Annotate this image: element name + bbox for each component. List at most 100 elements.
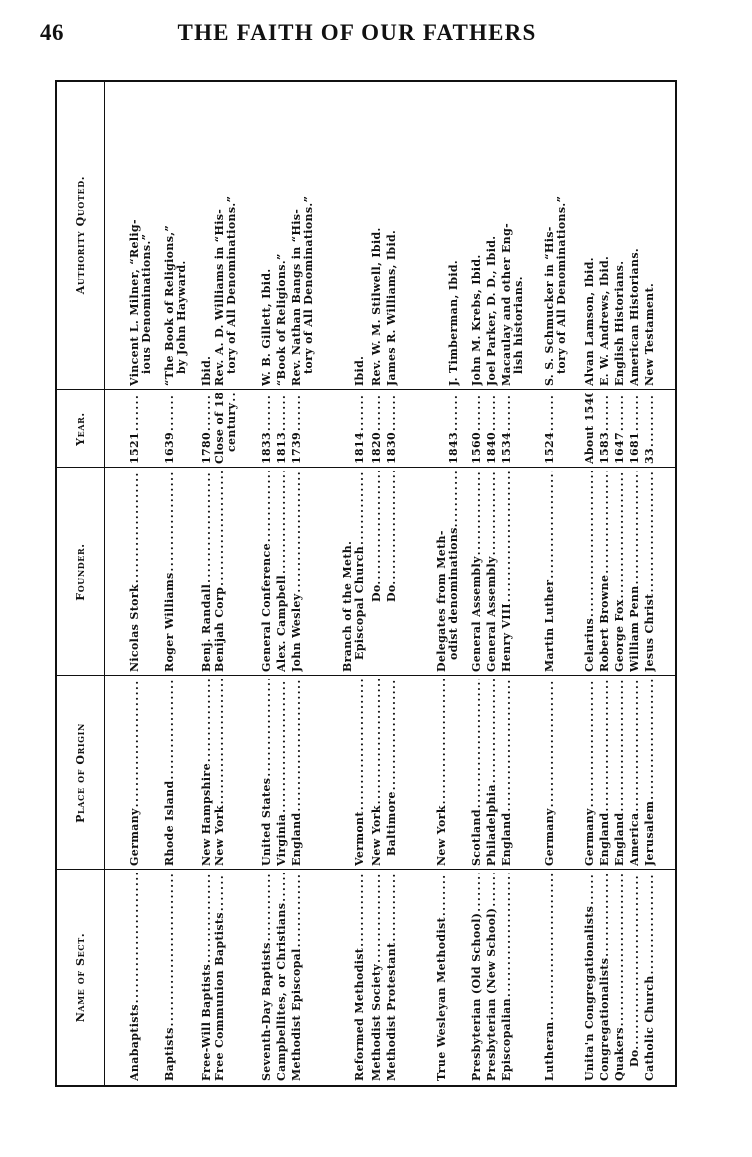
cell-place: New Hampshire bbox=[200, 679, 214, 866]
cell-founder: Nicolas Stork bbox=[128, 471, 142, 672]
cell-year: 1534 bbox=[500, 393, 514, 464]
cell-authority: tory of All Denominations.” bbox=[302, 83, 316, 374]
dot-leader bbox=[583, 679, 597, 808]
cell-text: Quakers bbox=[613, 1027, 626, 1081]
cell-authority: Joel Parker, D. D., Ibid. bbox=[485, 83, 499, 386]
dot-leader bbox=[470, 679, 484, 809]
cell-name: Congregationalists bbox=[598, 873, 612, 1081]
cell-text: Robert Browne bbox=[598, 574, 611, 672]
cell-year: 1833 bbox=[260, 393, 274, 464]
dot-leader bbox=[353, 393, 367, 432]
cell-text: Baltimore bbox=[385, 791, 398, 856]
cell-text: England bbox=[290, 812, 303, 866]
cell-text: England bbox=[613, 812, 626, 866]
cell-text: Roger Williams bbox=[163, 572, 176, 672]
cell-text: tory of All Denominations.” bbox=[302, 195, 315, 374]
cell-name: Anabaptists bbox=[128, 873, 142, 1081]
cell-founder: Jesus Christ bbox=[643, 471, 657, 672]
cell-text: Benj. Randall bbox=[200, 583, 213, 672]
cell-text: 1521 bbox=[128, 431, 141, 464]
cell-year: 1820 bbox=[370, 393, 384, 464]
cell-text: Celarius bbox=[583, 617, 596, 672]
header-year: Year. bbox=[74, 412, 87, 446]
dot-leader bbox=[163, 393, 177, 432]
cell-place: Jerusalem bbox=[643, 679, 657, 866]
cell-founder: odist denominations. bbox=[447, 471, 461, 660]
cell-text: Nicolas Stork bbox=[128, 584, 141, 672]
cell-text: Episcopalian bbox=[500, 998, 513, 1081]
cell-text: Free-Will Baptists bbox=[200, 963, 213, 1081]
dot-leader bbox=[385, 471, 399, 580]
cell-text: General Conference bbox=[260, 543, 273, 672]
cell-text: Ibid. bbox=[200, 355, 213, 386]
cell-founder: John Wesley bbox=[290, 471, 304, 672]
cell-text: George Fox bbox=[613, 599, 626, 672]
dot-leader bbox=[613, 679, 627, 812]
cell-authority: W. B. Gillett, Ibid. bbox=[260, 83, 274, 386]
cell-text: 1814 bbox=[353, 431, 366, 464]
dot-leader bbox=[598, 393, 612, 432]
dot-leader bbox=[200, 471, 214, 584]
cell-founder: Episcopal Church bbox=[353, 471, 367, 660]
cell-name: Campbellites, or Christians bbox=[275, 873, 289, 1081]
cell-authority: E. W. Andrews, Ibid. bbox=[598, 83, 612, 386]
header-founder: Founder. bbox=[74, 543, 87, 601]
cell-text: Presbyterian (Old School) bbox=[470, 912, 483, 1081]
cell-year: 1830 bbox=[385, 393, 399, 464]
cell-name: Do. bbox=[628, 873, 642, 1067]
dot-leader bbox=[485, 471, 499, 556]
cell-founder: Celarius bbox=[583, 471, 597, 672]
dot-leader bbox=[485, 393, 499, 432]
cell-name: True Wesleyan Methodist bbox=[435, 873, 449, 1081]
cell-text: J. Timberman, Ibid. bbox=[447, 259, 460, 386]
dot-leader bbox=[628, 393, 642, 432]
cell-authority: Ibid. bbox=[353, 83, 367, 386]
dot-leader bbox=[163, 679, 177, 780]
cell-text: England bbox=[598, 812, 611, 866]
cell-text: 1583 bbox=[598, 431, 611, 464]
cell-text: Germany bbox=[128, 808, 141, 866]
cell-name: Baptists bbox=[163, 873, 177, 1081]
dot-leader bbox=[128, 873, 142, 1004]
column-divider bbox=[57, 389, 675, 390]
cell-text: 1560 bbox=[470, 431, 483, 464]
cell-text: William Penn bbox=[628, 585, 641, 672]
cell-name: Episcopalian bbox=[500, 873, 514, 1081]
cell-text: Seventh-Day Baptists bbox=[260, 942, 273, 1081]
cell-place: Germany bbox=[128, 679, 142, 866]
dot-leader bbox=[385, 679, 399, 791]
dot-leader bbox=[200, 393, 214, 432]
dot-leader bbox=[543, 393, 557, 432]
cell-text: New Testament. bbox=[643, 282, 656, 386]
dot-leader bbox=[543, 471, 557, 580]
cell-text: 1639 bbox=[163, 431, 176, 464]
cell-founder: Benijah Corp bbox=[213, 471, 227, 672]
dot-leader bbox=[275, 393, 289, 432]
cell-text: “Book of Religions.” bbox=[275, 253, 288, 386]
dot-leader bbox=[163, 873, 177, 1027]
dot-leader bbox=[260, 873, 274, 942]
cell-text: Jesus Christ bbox=[643, 593, 656, 672]
dot-leader bbox=[353, 471, 367, 546]
cell-text: 33 bbox=[643, 447, 656, 464]
cell-name: Catholic Church bbox=[643, 873, 657, 1081]
cell-text: General Assembly bbox=[485, 556, 498, 672]
dot-leader bbox=[598, 471, 612, 575]
dot-leader bbox=[200, 679, 214, 763]
cell-text: 1833 bbox=[260, 431, 273, 464]
cell-name: Presbyterian (New School) bbox=[485, 873, 499, 1081]
dot-leader bbox=[260, 393, 274, 432]
cell-year: 1681 bbox=[628, 393, 642, 464]
dot-leader bbox=[447, 393, 461, 432]
cell-place: Rhode Island bbox=[163, 679, 177, 866]
cell-text: Baptists bbox=[163, 1027, 176, 1081]
cell-text: 1830 bbox=[385, 431, 398, 464]
cell-text: Catholic Church bbox=[643, 975, 656, 1081]
cell-place: Virginia bbox=[275, 679, 289, 866]
dot-leader bbox=[225, 393, 239, 403]
cell-year: About 1540 bbox=[583, 393, 597, 464]
cell-text: 1681 bbox=[628, 431, 641, 464]
cell-authority: James R. Williams, Ibid. bbox=[385, 83, 399, 386]
cell-text: tory of All Denominations.” bbox=[555, 195, 568, 374]
cell-text: Methodist Episcopal bbox=[290, 948, 303, 1081]
